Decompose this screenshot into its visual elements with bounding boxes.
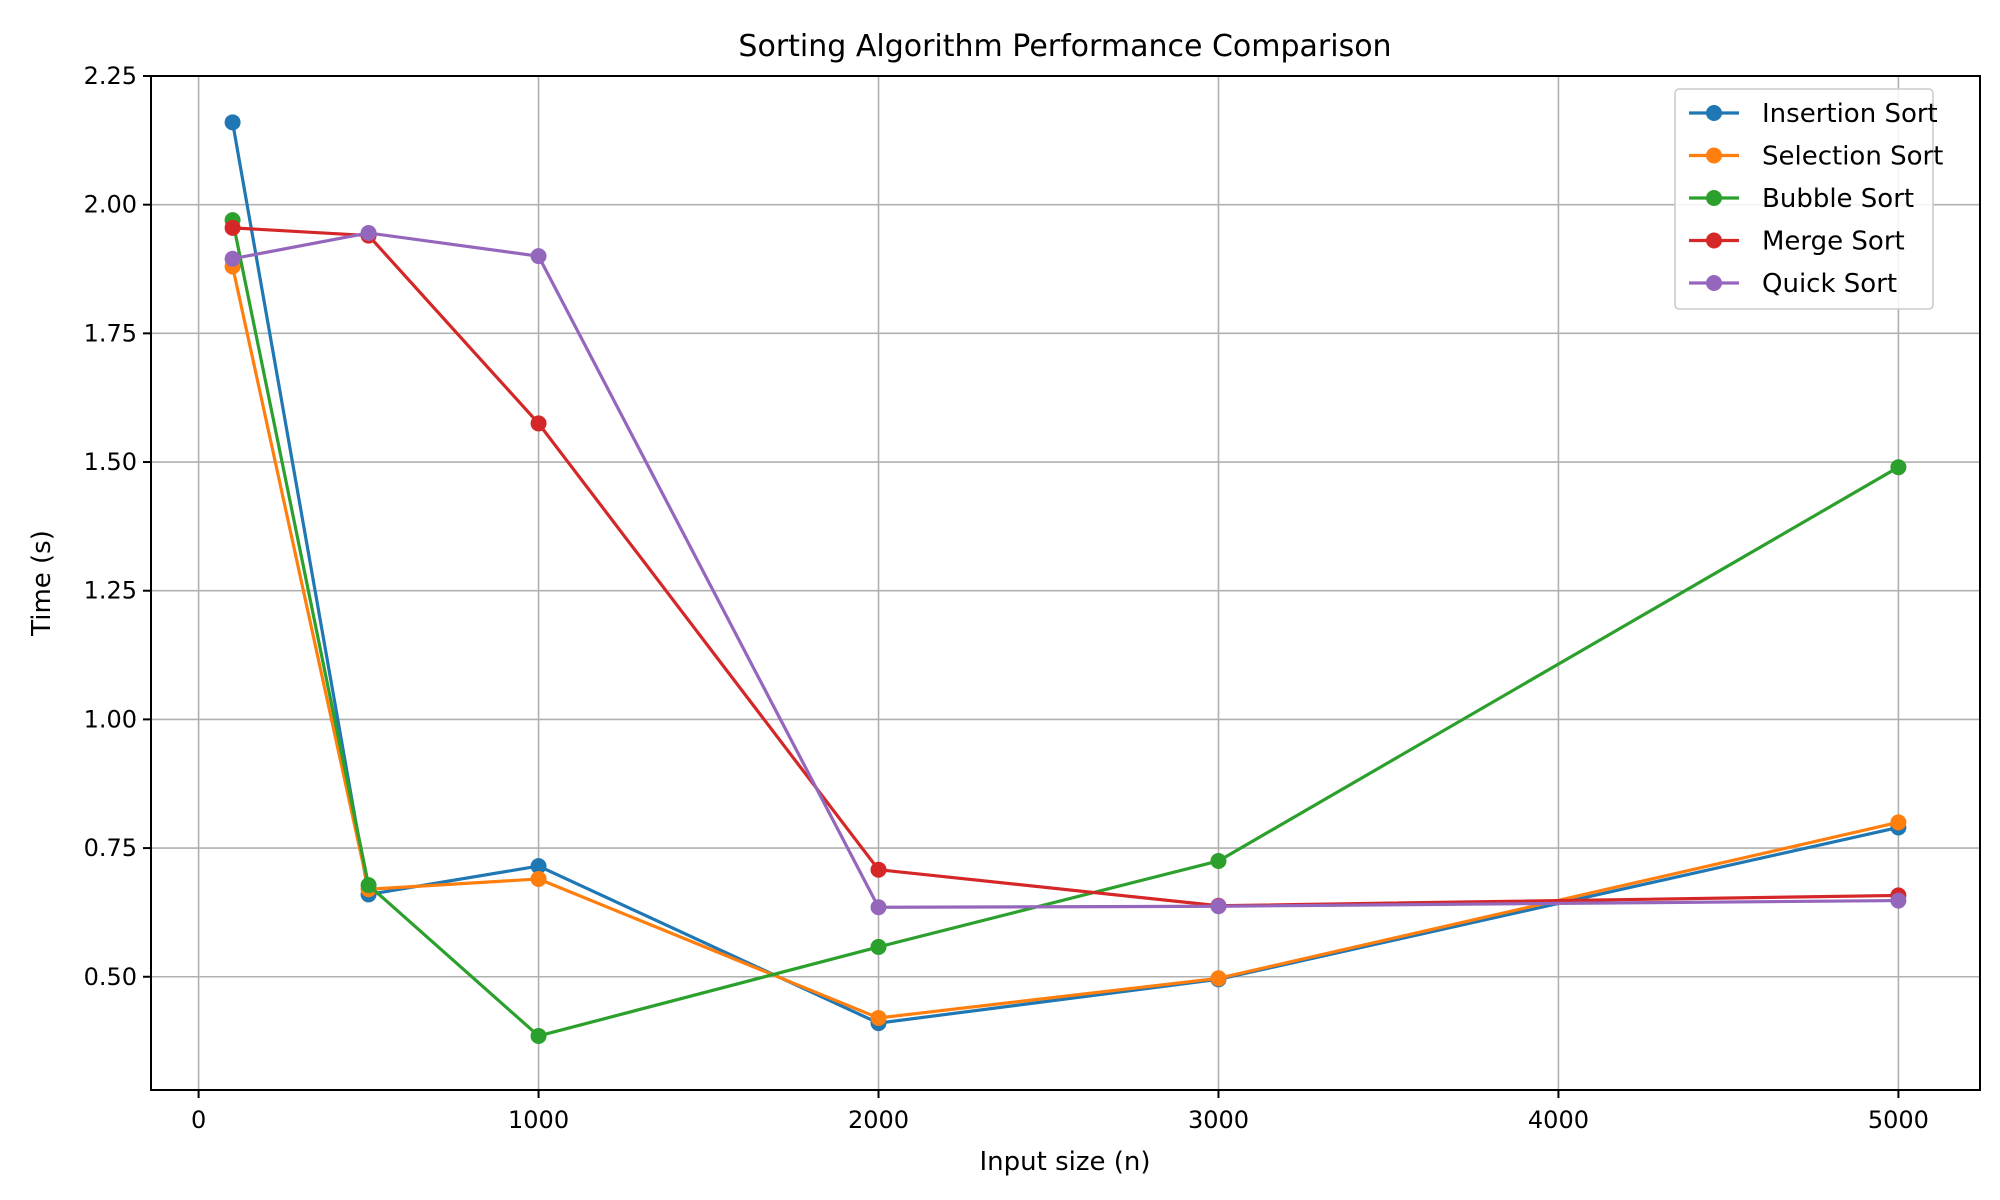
data-point-quick-sort bbox=[870, 899, 887, 916]
y-axis: 0.50 0.75 1.00 1.25 1.50 1.75 2.00 2.25 bbox=[84, 62, 151, 991]
series-insertion-sort bbox=[224, 114, 1907, 1032]
x-tick-label: 4000 bbox=[1528, 1106, 1589, 1134]
data-point-bubble-sort bbox=[360, 877, 377, 894]
series-line-selection-sort bbox=[231, 266, 1899, 1020]
data-point-bubble-sort bbox=[530, 1027, 547, 1044]
x-axis: 0 1000 2000 3000 4000 5000 bbox=[191, 1090, 1929, 1134]
legend-label: Bubble Sort bbox=[1762, 184, 1914, 214]
series-bubble-sort bbox=[224, 212, 1907, 1044]
plot-frame bbox=[150, 75, 1981, 1091]
series-line-quick-sort bbox=[232, 231, 1899, 909]
legend-item: Quick Sort bbox=[1689, 269, 1897, 299]
data-point-quick-sort bbox=[530, 248, 547, 265]
y-tick-label: 0.50 bbox=[84, 963, 137, 991]
legend-item: Bubble Sort bbox=[1689, 184, 1914, 214]
y-tick-label: 1.50 bbox=[84, 448, 137, 476]
legend-marker bbox=[1706, 190, 1722, 206]
legend-label: Quick Sort bbox=[1762, 269, 1897, 299]
legend-marker bbox=[1706, 147, 1722, 164]
y-tick-label: 0.75 bbox=[84, 834, 137, 862]
legend-label: Selection Sort bbox=[1762, 142, 1943, 172]
x-tick-label: 0 bbox=[191, 1106, 206, 1134]
legend-item: Selection Sort bbox=[1689, 142, 1943, 172]
x-axis-label: Input size (n) bbox=[979, 1147, 1150, 1177]
series-merge-sort bbox=[224, 219, 1907, 914]
y-tick-label: 2.25 bbox=[84, 62, 137, 90]
series-layer bbox=[224, 114, 1907, 1044]
legend-marker bbox=[1706, 275, 1722, 291]
series-line-merge-sort bbox=[232, 226, 1899, 908]
data-point-quick-sort bbox=[360, 224, 377, 241]
chart-title: Sorting Algorithm Performance Comparison bbox=[738, 29, 1391, 64]
data-point-bubble-sort bbox=[870, 938, 887, 955]
x-tick-label: 3000 bbox=[1188, 1106, 1249, 1134]
data-point-merge-sort bbox=[224, 219, 241, 236]
legend-item: Insertion Sort bbox=[1689, 99, 1938, 129]
y-tick-label: 1.00 bbox=[84, 705, 137, 733]
series-line-insertion-sort bbox=[231, 122, 1899, 1025]
x-tick-label: 5000 bbox=[1868, 1106, 1929, 1134]
data-point-insertion-sort bbox=[224, 114, 241, 131]
x-tick-label: 2000 bbox=[848, 1106, 909, 1134]
data-point-insertion-sort bbox=[530, 858, 547, 875]
data-point-quick-sort bbox=[1890, 892, 1907, 909]
legend-label: Merge Sort bbox=[1762, 227, 1905, 257]
y-axis-label: Time (s) bbox=[27, 530, 57, 637]
series-quick-sort bbox=[224, 224, 1907, 916]
legend: Insertion Sort Selection Sort Bubble Sort M… bbox=[1674, 88, 1943, 310]
y-tick-label: 2.00 bbox=[84, 191, 137, 219]
data-point-selection-sort bbox=[530, 870, 547, 887]
data-point-quick-sort bbox=[224, 250, 241, 267]
data-point-selection-sort bbox=[1210, 970, 1227, 987]
data-point-selection-sort bbox=[1890, 814, 1907, 831]
series-line-bubble-sort bbox=[231, 219, 1900, 1038]
y-tick-label: 1.75 bbox=[84, 319, 137, 347]
data-point-quick-sort bbox=[1210, 898, 1227, 915]
x-tick-label: 1000 bbox=[508, 1106, 569, 1134]
data-point-merge-sort bbox=[870, 861, 887, 878]
legend-label: Insertion Sort bbox=[1762, 99, 1938, 129]
y-tick-label: 1.25 bbox=[84, 577, 137, 605]
data-point-bubble-sort bbox=[1890, 459, 1907, 476]
legend-box bbox=[1674, 88, 1934, 310]
series-selection-sort bbox=[224, 258, 1907, 1026]
legend-marker bbox=[1706, 105, 1722, 121]
data-point-merge-sort bbox=[530, 415, 547, 432]
data-point-bubble-sort bbox=[1210, 852, 1227, 869]
data-point-selection-sort bbox=[870, 1009, 887, 1026]
legend-item: Merge Sort bbox=[1689, 227, 1905, 257]
legend-marker bbox=[1706, 232, 1722, 249]
